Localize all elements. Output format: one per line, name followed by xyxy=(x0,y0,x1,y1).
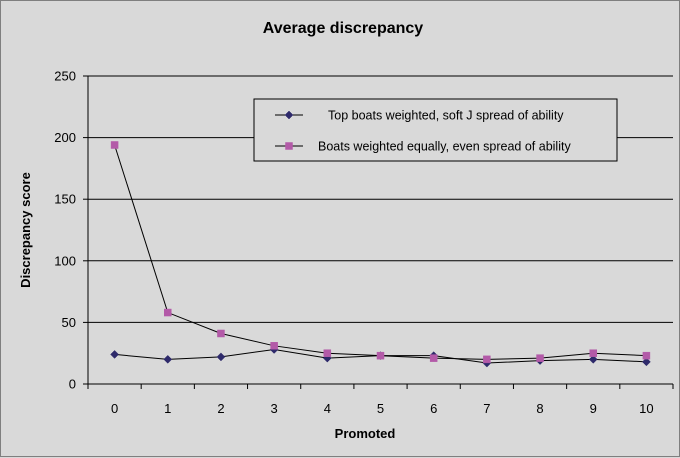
x-tick-label: 5 xyxy=(377,401,384,416)
y-tick-label: 250 xyxy=(54,69,76,84)
legend-marker xyxy=(285,142,293,150)
legend-item: Top boats weighted, soft J spread of abi… xyxy=(275,109,564,123)
series-group xyxy=(110,141,651,368)
data-point xyxy=(642,351,651,360)
data-point xyxy=(429,354,438,362)
y-axis-label: Discrepancy score xyxy=(18,172,33,288)
legend-marker xyxy=(284,110,294,120)
data-point xyxy=(588,355,598,364)
x-tick-label: 1 xyxy=(164,401,171,416)
series-line xyxy=(114,144,647,360)
legend-item: Boats weighted equally, even spread of a… xyxy=(275,140,571,154)
legend: Top boats weighted, soft J spread of abi… xyxy=(253,98,618,162)
data-point xyxy=(589,349,597,357)
legend-box xyxy=(253,98,618,162)
legend-label: Boats weighted equally, even spread of a… xyxy=(318,140,571,154)
data-point xyxy=(217,329,225,338)
x-tick-label: 8 xyxy=(536,401,543,416)
y-tick-label: 200 xyxy=(54,130,76,145)
y-tick-label: 50 xyxy=(62,315,76,330)
y-tick-labels: 0 50 100 150 200 250 xyxy=(54,69,88,392)
legend-label: Top boats weighted, soft J spread of abi… xyxy=(328,109,564,123)
x-tick-label: 7 xyxy=(483,401,490,416)
chart-title: Average discrepancy xyxy=(263,20,423,37)
data-point xyxy=(110,141,119,149)
x-tick-label: 3 xyxy=(271,401,278,416)
data-point xyxy=(483,355,491,364)
y-tick-label: 0 xyxy=(69,377,76,392)
axes xyxy=(87,76,673,385)
x-tick-labels: 0 1 2 3 4 5 6 7 8 9 10 xyxy=(87,384,674,416)
data-point xyxy=(216,352,226,362)
data-point xyxy=(164,308,172,317)
y-tick-label: 150 xyxy=(54,192,76,207)
y-tick-label: 100 xyxy=(54,253,76,268)
series-2 xyxy=(110,141,651,364)
data-point xyxy=(270,342,278,350)
x-tick-label: 4 xyxy=(324,401,331,416)
data-point xyxy=(376,351,385,360)
data-point xyxy=(110,350,119,359)
x-tick-label: 10 xyxy=(639,401,653,416)
x-tick-label: 9 xyxy=(590,401,597,416)
data-point xyxy=(163,355,173,364)
data-point xyxy=(536,354,544,362)
x-tick-label: 6 xyxy=(430,401,437,416)
x-tick-label: 0 xyxy=(111,401,118,416)
x-axis-label: Promoted xyxy=(335,426,396,441)
data-point xyxy=(642,357,651,367)
x-tick-label: 2 xyxy=(217,401,224,416)
data-point xyxy=(323,349,332,357)
